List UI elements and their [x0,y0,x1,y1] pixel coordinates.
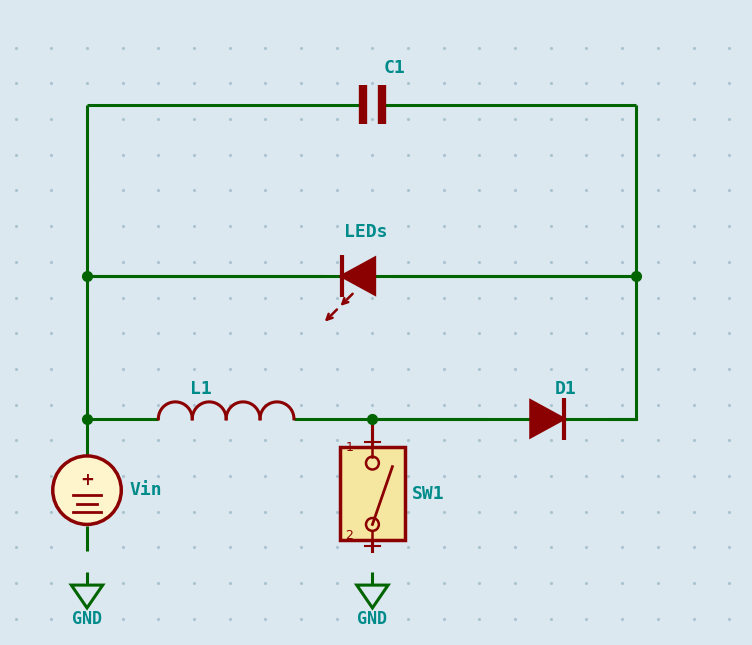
Polygon shape [531,401,564,437]
FancyBboxPatch shape [341,448,405,540]
Circle shape [53,456,121,524]
Text: 1: 1 [345,441,353,454]
Text: LEDs: LEDs [344,223,387,241]
Text: C1: C1 [383,59,405,77]
Text: +: + [80,471,94,489]
Text: L1: L1 [190,380,212,398]
Text: 2: 2 [345,529,353,542]
Text: D1: D1 [554,380,576,398]
Text: SW1: SW1 [411,485,444,502]
Polygon shape [341,258,374,294]
Text: Vin: Vin [130,481,162,499]
Text: GND: GND [72,610,102,628]
Text: GND: GND [357,610,387,628]
